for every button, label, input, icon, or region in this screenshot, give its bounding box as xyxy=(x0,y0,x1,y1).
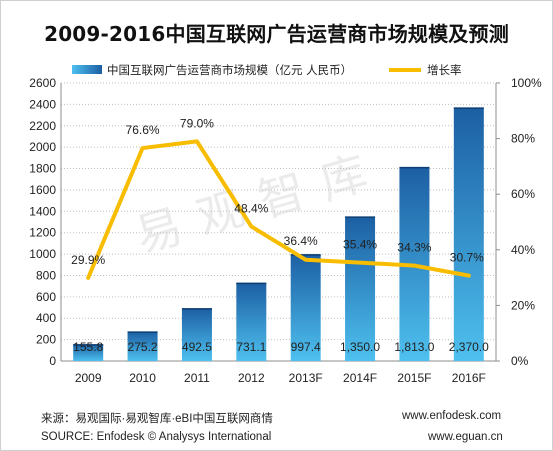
growth-value-label: 34.3% xyxy=(397,241,431,255)
x-tick-label: 2015F xyxy=(397,371,431,385)
bar xyxy=(127,331,158,361)
x-tick-label: 2016F xyxy=(452,371,486,385)
growth-value-label: 79.0% xyxy=(180,116,214,130)
bar-value-label: 997.4 xyxy=(291,340,321,354)
bar-value-label: 1,813.0 xyxy=(394,340,434,354)
bar xyxy=(345,216,376,361)
x-tick-label: 2013F xyxy=(289,371,323,385)
growth-value-label: 76.6% xyxy=(126,123,160,137)
bar-value-label: 2,370.0 xyxy=(449,340,489,354)
bar xyxy=(236,282,267,361)
site-enfodesk: www.enfodesk.com xyxy=(402,410,502,422)
legend-line-label: 增长率 xyxy=(427,63,462,77)
y-right-tick: 0% xyxy=(511,354,529,368)
bar xyxy=(73,344,104,361)
y-right-tick: 80% xyxy=(511,132,535,146)
y-left-tick: 1600 xyxy=(29,183,56,197)
legend-bar-swatch xyxy=(72,65,102,74)
x-tick-label: 2010 xyxy=(129,371,156,385)
x-tick-label: 2014F xyxy=(343,371,377,385)
bar xyxy=(453,107,484,361)
chart-title: 2009-2016中国互联网广告运营商市场规模及预测 xyxy=(44,22,509,46)
y-left-tick: 200 xyxy=(36,333,56,347)
y-right-tick: 60% xyxy=(511,187,535,201)
source-en: SOURCE: Enfodesk © Analysys Internationa… xyxy=(41,431,272,443)
legend-bar-label: 中国互联网广告运营商市场规模（亿元 人民币） xyxy=(107,63,352,77)
growth-value-label: 35.4% xyxy=(343,238,377,252)
bar-value-label: 275.2 xyxy=(128,340,158,354)
bar xyxy=(181,308,212,361)
growth-value-label: 30.7% xyxy=(450,251,484,265)
bar xyxy=(290,254,321,361)
y-left-tick: 2600 xyxy=(29,76,56,90)
site-eguan: www.eguan.cn xyxy=(428,431,503,443)
growth-line xyxy=(86,139,471,280)
y-left-tick: 2200 xyxy=(29,119,56,133)
y-left-tick: 1800 xyxy=(29,162,56,176)
x-tick-label: 2011 xyxy=(184,371,210,385)
y-left-tick: 1400 xyxy=(29,204,56,218)
y-left-tick: 800 xyxy=(36,268,56,282)
y-right-tick: 100% xyxy=(511,76,542,90)
y-left-tick: 600 xyxy=(36,290,56,304)
y-left-tick: 2400 xyxy=(29,97,56,111)
source-cn: 来源：易观国际·易观智库·eBI中国互联网商情 xyxy=(41,413,273,425)
growth-value-label: 36.4% xyxy=(284,234,318,248)
y-right-tick: 20% xyxy=(511,298,535,312)
y-left-tick: 0 xyxy=(49,354,56,368)
bar-value-label: 731.1 xyxy=(236,340,266,354)
bar-value-label: 155.8 xyxy=(73,340,103,354)
y-left-tick: 400 xyxy=(36,311,56,325)
bar-value-label: 1,350.0 xyxy=(340,340,380,354)
y-left-tick: 1000 xyxy=(29,247,56,261)
y-right-tick: 40% xyxy=(511,243,535,257)
y-left-tick: 2000 xyxy=(29,140,56,154)
y-left-tick: 1200 xyxy=(29,226,56,240)
growth-value-label: 29.9% xyxy=(71,253,105,267)
bar-value-label: 492.5 xyxy=(182,340,212,354)
x-tick-label: 2009 xyxy=(75,371,102,385)
x-tick-label: 2012 xyxy=(238,371,265,385)
growth-value-label: 48.4% xyxy=(234,201,268,215)
